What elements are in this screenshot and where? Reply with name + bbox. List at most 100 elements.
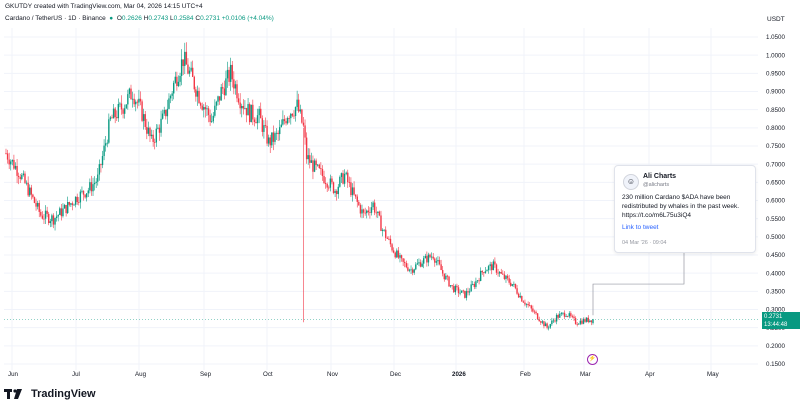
candle-body xyxy=(489,264,491,267)
candle-body xyxy=(248,104,251,123)
candle-body xyxy=(114,108,116,118)
candle-body xyxy=(103,145,105,157)
candle-body xyxy=(89,182,91,191)
candle-body xyxy=(25,182,28,184)
last-price: 0.2731 xyxy=(764,314,783,320)
candle-body xyxy=(435,261,438,263)
candle-body xyxy=(334,191,336,193)
candle-body xyxy=(437,260,439,262)
candle-body xyxy=(312,160,314,172)
candle-body xyxy=(90,182,93,192)
candle-body xyxy=(266,125,268,144)
candle-body xyxy=(68,201,70,205)
candle-body xyxy=(367,210,370,213)
candle-body xyxy=(160,118,162,133)
candle-body xyxy=(377,211,379,213)
candle-body xyxy=(529,305,531,307)
candle-body xyxy=(152,134,154,142)
candle-body xyxy=(438,260,441,265)
candle-body xyxy=(128,88,131,95)
candle-body xyxy=(70,203,72,205)
candle-body xyxy=(294,107,297,116)
candle-body xyxy=(441,270,444,274)
candle-body xyxy=(506,275,509,279)
low-value: 0.2584 xyxy=(173,15,194,22)
candle-body xyxy=(410,269,412,271)
candle-body xyxy=(261,118,264,132)
candle-body xyxy=(275,132,278,134)
symbol-name[interactable]: Cardano / TetherUS · 1D · Binance xyxy=(5,15,106,22)
candle-body xyxy=(430,256,433,258)
candle-body xyxy=(139,98,142,102)
candle-body xyxy=(229,64,232,82)
candle-body xyxy=(173,82,175,94)
candle-body xyxy=(187,64,189,74)
candle-body xyxy=(366,210,368,214)
tweet-link[interactable]: Link to tweet xyxy=(622,224,659,231)
candle-body xyxy=(503,274,506,279)
candle-body xyxy=(274,133,276,142)
candle-body xyxy=(535,311,537,314)
candle-body xyxy=(573,316,575,319)
candle-body xyxy=(557,314,559,318)
x-tick-label: Mar xyxy=(580,371,591,378)
avatar: ☺ xyxy=(623,174,639,190)
candle-body xyxy=(380,215,382,231)
candle-body xyxy=(510,282,512,286)
tweet-card[interactable]: ☺ Ali Charts @alicharts 230 million Card… xyxy=(614,165,756,253)
candle-body xyxy=(541,321,544,323)
candle-body xyxy=(84,194,86,198)
candle-body xyxy=(324,183,327,184)
candle-body xyxy=(222,87,224,89)
candle-body xyxy=(525,303,528,305)
candle-body xyxy=(522,301,525,303)
candle-body xyxy=(185,51,188,65)
candle-body xyxy=(386,237,389,239)
candle-body xyxy=(201,105,203,110)
candle-body xyxy=(481,270,483,273)
x-tick-label: Jun xyxy=(8,371,19,378)
y-tick-label: 0.1500 xyxy=(766,361,785,368)
candle-body xyxy=(584,319,586,322)
candle-body xyxy=(443,273,445,280)
candle-body xyxy=(468,291,471,293)
high-label: H xyxy=(143,15,149,22)
candle-body xyxy=(513,283,515,285)
candle-body xyxy=(215,101,218,106)
candle-body xyxy=(578,323,580,325)
candle-body xyxy=(421,263,423,267)
candle-body xyxy=(434,258,436,263)
candle-body xyxy=(214,105,216,116)
brand-name: TradingView xyxy=(31,388,96,400)
candle-body xyxy=(536,313,539,320)
candle-body xyxy=(146,126,148,134)
y-tick-label: 1.0000 xyxy=(766,52,785,59)
tradingview-logo[interactable]: TradingView xyxy=(4,388,96,400)
candle-body xyxy=(6,153,9,160)
candle-body xyxy=(400,255,403,259)
currency-label: USDT xyxy=(767,16,785,23)
candle-body xyxy=(117,103,120,119)
candle-body xyxy=(576,324,578,325)
candle-body xyxy=(174,76,176,83)
x-tick-label: Apr xyxy=(645,371,655,378)
candle-body xyxy=(182,59,184,66)
candle-body xyxy=(223,88,226,96)
candle-body xyxy=(228,69,230,82)
candle-body xyxy=(165,109,167,117)
candle-body xyxy=(263,125,265,132)
candle-body xyxy=(508,278,510,283)
candle-body xyxy=(413,269,415,273)
candle-body xyxy=(460,290,463,293)
candle-body xyxy=(168,98,170,109)
candle-body xyxy=(328,187,330,189)
candle-body xyxy=(24,173,26,183)
candle-body xyxy=(408,269,411,271)
candle-body xyxy=(282,119,284,125)
candle-body xyxy=(179,75,181,82)
candle-body xyxy=(323,176,325,184)
candle-body xyxy=(491,264,493,271)
bar-countdown: 13:44:48 xyxy=(764,322,788,328)
lightning-icon[interactable]: ⚡ xyxy=(587,354,598,365)
